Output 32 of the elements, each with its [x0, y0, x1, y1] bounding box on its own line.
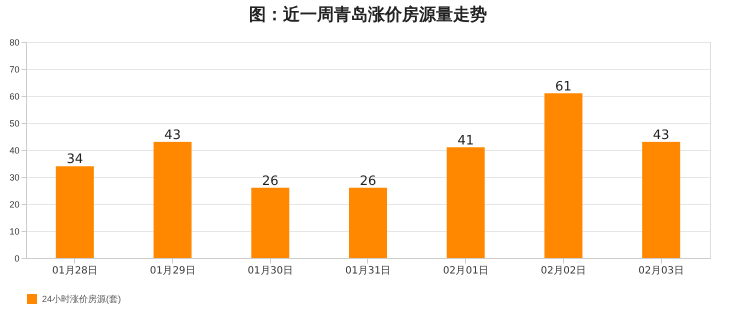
y-tick-label: 30 [9, 172, 20, 182]
x-tick-label: 01月30日 [248, 266, 294, 276]
bar [446, 147, 485, 258]
bar [349, 188, 387, 258]
y-tick-label: 40 [9, 146, 20, 156]
y-tick-label: 20 [9, 200, 20, 210]
x-tick-label: 01月28日 [52, 266, 98, 276]
x-tick-label: 02月03日 [638, 266, 684, 276]
y-tick-label: 60 [9, 92, 20, 102]
x-tick-label: 02月02日 [540, 266, 586, 276]
data-label: 26 [262, 174, 279, 189]
y-tick-label: 80 [9, 38, 20, 48]
y-tick-label: 10 [9, 226, 20, 236]
bar [544, 93, 582, 258]
y-tick-label: 70 [9, 64, 20, 74]
x-tick-label: 01月29日 [150, 266, 196, 276]
legend-label: 24小时涨价房源(套) [42, 294, 122, 304]
data-label: 26 [360, 174, 376, 189]
data-label: 61 [555, 79, 572, 94]
bar [251, 188, 290, 258]
chart-title: 图：近一周青岛涨价房源量走势 [249, 5, 487, 25]
x-tick-label: 02月01日 [442, 266, 488, 276]
bar [154, 142, 192, 258]
bar [642, 142, 680, 258]
y-tick-label: 0 [14, 254, 20, 264]
data-label: 43 [652, 128, 670, 143]
data-label: 43 [164, 128, 181, 143]
data-label: 34 [66, 152, 84, 168]
y-tick-label: 50 [9, 118, 20, 128]
data-label: 41 [457, 133, 474, 148]
bar [56, 166, 94, 258]
x-tick-label: 01月31日 [345, 266, 391, 276]
